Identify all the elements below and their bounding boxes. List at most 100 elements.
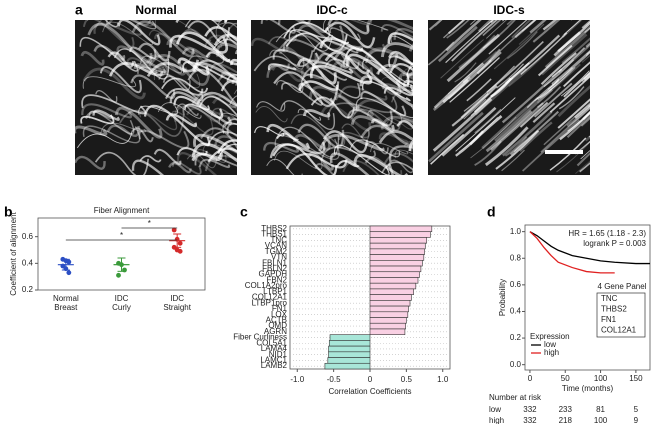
- fiber: [349, 139, 401, 158]
- fiber: [129, 46, 157, 60]
- bar: [369, 294, 412, 301]
- x-tick-label: 0: [368, 375, 373, 384]
- fiber: [380, 42, 413, 58]
- risk-count: 233: [559, 405, 573, 414]
- category-label: NID1: [269, 350, 288, 359]
- fiber: [406, 65, 413, 77]
- fiber: [580, 150, 590, 160]
- fiber: [549, 75, 590, 113]
- gene-panel-title: 4 Gene Panel: [598, 282, 647, 291]
- fiber: [266, 158, 303, 175]
- fibers: [251, 20, 413, 175]
- category-label: LAMA4: [261, 344, 288, 353]
- category-label: Fiber Curliness: [233, 333, 287, 342]
- fiber: [445, 20, 493, 64]
- fiber: [346, 108, 393, 127]
- fiber: [579, 162, 590, 173]
- fiber: [336, 160, 360, 168]
- fiber: [383, 152, 413, 165]
- fiber: [387, 159, 413, 174]
- fiber: [318, 133, 385, 152]
- fiber: [543, 59, 575, 88]
- fiber: [495, 129, 540, 170]
- fiber: [323, 21, 376, 49]
- data-point: [171, 227, 177, 233]
- fiber: [509, 110, 560, 156]
- bar: [369, 242, 426, 250]
- fiber: [575, 160, 590, 174]
- fiber: [309, 85, 374, 117]
- fiber: [113, 48, 170, 80]
- fiber: [81, 103, 133, 119]
- fiber: [80, 51, 105, 66]
- fiber: [494, 88, 553, 142]
- fiber: [522, 119, 580, 172]
- fiber: [182, 61, 237, 83]
- fiber: [478, 20, 494, 33]
- fiber: [437, 25, 478, 63]
- fiber: [200, 127, 237, 149]
- fiber: [387, 32, 413, 44]
- fiber: [553, 31, 581, 57]
- fiber: [455, 130, 484, 157]
- fiber: [139, 111, 178, 131]
- fiber: [566, 114, 590, 139]
- fiber: [488, 20, 528, 55]
- fiber: [432, 97, 493, 152]
- fiber: [551, 49, 590, 86]
- fiber: [375, 63, 413, 76]
- fiber: [322, 20, 389, 32]
- fiber: [267, 63, 297, 71]
- fiber: [514, 20, 537, 39]
- fiber: [393, 27, 413, 40]
- fiber: [588, 135, 590, 138]
- bar: [369, 237, 428, 244]
- category-label: LOX: [271, 310, 288, 319]
- y-tick-label: 0.6: [510, 280, 522, 289]
- fiber: [584, 27, 590, 33]
- fiber: [442, 78, 469, 104]
- fiber: [230, 58, 237, 66]
- fiber: [521, 20, 537, 32]
- fiber: [366, 20, 413, 32]
- fiber: [194, 153, 237, 167]
- fiber: [537, 44, 573, 77]
- fiber: [94, 20, 154, 29]
- fiber: [184, 20, 237, 46]
- fiber: [362, 59, 413, 87]
- panel-letter: d: [487, 204, 496, 220]
- category-label: FN1: [272, 304, 288, 313]
- fiber: [296, 57, 337, 85]
- x-tick-label: 0: [528, 374, 533, 383]
- fiber: [486, 20, 507, 39]
- fiber: [139, 155, 162, 163]
- fiber: [486, 40, 544, 94]
- fiber: [435, 20, 443, 27]
- fiber: [378, 130, 413, 144]
- bar: [369, 271, 420, 278]
- fiber: [367, 110, 403, 126]
- fiber: [165, 113, 198, 128]
- stat-annotation: HR = 1.65 (1.18 - 2.3): [568, 229, 646, 238]
- fiber: [229, 22, 237, 30]
- y-tick-label: 0.2: [22, 285, 34, 294]
- fiber: [131, 127, 154, 143]
- fiber: [454, 62, 477, 83]
- fiber: [455, 97, 516, 152]
- micrograph: [251, 20, 413, 175]
- fiber: [82, 20, 135, 48]
- fiber: [273, 71, 340, 107]
- fiber: [540, 106, 590, 153]
- category-label: OMD: [268, 321, 287, 330]
- plot-frame: [524, 224, 651, 371]
- fiber: [585, 51, 590, 57]
- fibers: [75, 20, 237, 175]
- fiber: [534, 82, 573, 118]
- fiber: [580, 117, 590, 127]
- fiber: [329, 152, 394, 175]
- y-tick-label: 0.6: [22, 232, 34, 241]
- fiber: [95, 90, 118, 103]
- fiber: [269, 141, 326, 159]
- category-label: THBS2: [261, 224, 287, 233]
- fiber: [223, 118, 237, 128]
